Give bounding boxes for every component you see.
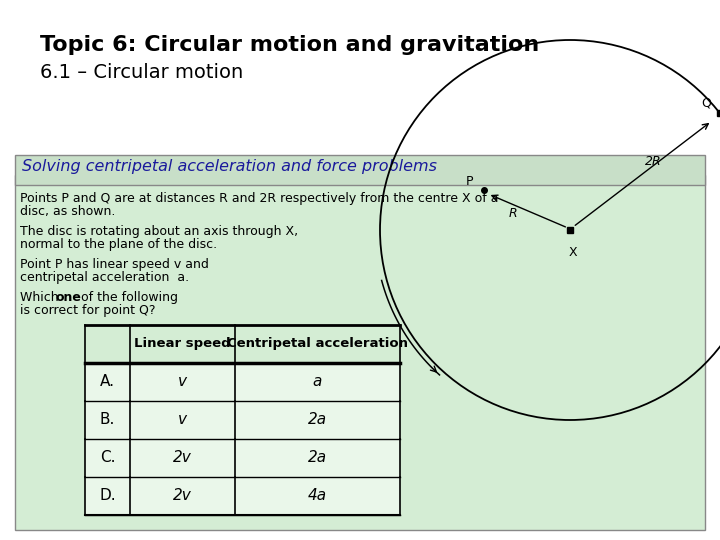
- Bar: [85, 363, 400, 401]
- Bar: [15, 175, 705, 530]
- Text: normal to the plane of the disc.: normal to the plane of the disc.: [20, 238, 217, 251]
- Text: C.: C.: [100, 450, 115, 465]
- Bar: [85, 477, 400, 515]
- Bar: [15, 155, 705, 185]
- Text: v: v: [178, 375, 187, 389]
- Text: Which: Which: [20, 291, 63, 304]
- Text: A.: A.: [100, 375, 115, 389]
- Text: is correct for point Q?: is correct for point Q?: [20, 304, 156, 317]
- Text: one: one: [55, 291, 81, 304]
- Text: The disc is rotating about an axis through X,: The disc is rotating about an axis throu…: [20, 225, 298, 238]
- Text: Linear speed: Linear speed: [134, 338, 231, 350]
- Text: a: a: [312, 375, 322, 389]
- Text: Solving centripetal acceleration and force problems: Solving centripetal acceleration and for…: [22, 159, 437, 174]
- Text: Points P and Q are at distances R and 2R respectively from the centre X of a: Points P and Q are at distances R and 2R…: [20, 192, 498, 205]
- Text: Q: Q: [701, 96, 711, 109]
- Bar: [85, 401, 400, 439]
- Text: centripetal acceleration  a.: centripetal acceleration a.: [20, 271, 189, 284]
- Text: X: X: [569, 246, 577, 259]
- Text: D.: D.: [99, 489, 116, 503]
- Text: Topic 6: Circular motion and gravitation: Topic 6: Circular motion and gravitation: [40, 35, 539, 55]
- Text: 6.1 – Circular motion: 6.1 – Circular motion: [40, 63, 243, 82]
- Text: 2a: 2a: [308, 413, 327, 428]
- Text: 4a: 4a: [308, 489, 327, 503]
- Text: P: P: [466, 175, 474, 188]
- Text: of the following: of the following: [77, 291, 178, 304]
- Text: 2v: 2v: [173, 489, 192, 503]
- Text: 2v: 2v: [173, 450, 192, 465]
- Text: Centripetal acceleration: Centripetal acceleration: [227, 338, 408, 350]
- Text: v: v: [178, 413, 187, 428]
- Text: 2R: 2R: [644, 155, 661, 168]
- Bar: [85, 439, 400, 477]
- Text: 2a: 2a: [308, 450, 327, 465]
- Text: disc, as shown.: disc, as shown.: [20, 205, 115, 218]
- Text: R: R: [508, 207, 517, 220]
- Text: B.: B.: [100, 413, 115, 428]
- Text: Point P has linear speed v and: Point P has linear speed v and: [20, 258, 209, 271]
